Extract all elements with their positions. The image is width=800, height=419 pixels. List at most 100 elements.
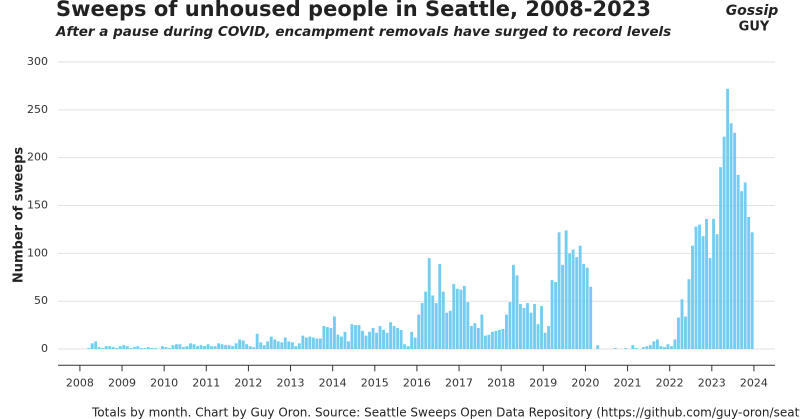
bar [455,288,459,350]
bar [329,327,333,350]
bar [220,344,224,350]
bar [512,264,515,350]
bar [136,346,140,350]
bar [634,348,638,350]
chart-subtitle: After a pause during COVID, encampment r… [55,24,671,40]
x-tick-label: 2015 [361,376,389,389]
bar [729,123,733,350]
bar [111,347,115,350]
bar [318,338,322,350]
bar [192,344,196,350]
bar [578,245,582,350]
bar [726,88,730,350]
bar [185,346,189,350]
footer: Totals by month. Chart by Guy Oron. Sour… [91,406,800,419]
bar [543,332,547,350]
bar [322,326,326,350]
bar [483,335,487,350]
bar [392,326,396,350]
bar [245,344,249,350]
bar [129,348,133,350]
bar [241,340,245,350]
x-tick-label: 2013 [277,376,305,389]
bar [536,324,540,350]
bar [87,348,91,350]
y-tick-label: 0 [41,342,48,355]
x-tick-label: 2009 [108,376,136,389]
bar [396,327,400,350]
bar [722,136,726,350]
bar [505,314,508,350]
x-tick-label: 2018 [487,376,515,389]
bar [375,332,379,350]
bar [571,249,575,350]
bar [122,345,126,350]
bar [508,302,512,350]
bar [557,232,561,350]
bar [750,232,754,350]
bar [203,346,206,350]
bar [125,346,129,350]
bar [150,348,154,350]
bar [304,337,308,350]
bar [655,339,659,350]
bar [146,347,150,350]
bar [648,345,652,350]
bar [438,263,442,350]
bar [325,327,329,350]
bar [740,191,744,350]
y-tick-label: 50 [34,294,48,307]
x-tick-label: 2024 [740,376,768,389]
x-tick-label: 2010 [150,376,178,389]
bar [234,343,238,350]
bar [94,341,98,350]
bar [705,218,708,350]
bar [368,331,371,350]
bar [561,264,565,350]
bar [687,279,691,350]
bar [568,253,572,350]
bar [364,335,368,350]
bar [339,336,343,350]
bar [385,332,389,350]
bar [283,337,287,350]
bar [399,329,403,350]
bar [178,344,182,350]
bar [462,285,466,350]
bar [645,346,649,350]
bar [659,346,663,350]
bar [473,323,477,350]
bar [417,314,421,350]
bar [585,267,589,350]
bar [501,328,505,350]
x-tick-label: 2012 [234,376,262,389]
bar [269,336,273,350]
bar [132,347,136,350]
bar [533,304,536,350]
y-tick-label: 200 [27,151,48,164]
bar [431,295,435,350]
bar [452,283,456,350]
bar [410,331,414,350]
bar [175,344,178,350]
bar [308,336,312,350]
bar [255,333,259,350]
y-tick-label: 250 [27,103,48,116]
bar [315,338,319,350]
bar [101,348,105,350]
bar [519,304,522,350]
bar [389,322,393,350]
bar [652,341,656,350]
bar [171,345,175,350]
bar [736,174,740,350]
bar [266,341,270,350]
bar [701,236,705,350]
bar [378,326,382,350]
bar [427,258,431,350]
bar [662,347,666,350]
bar [343,331,347,350]
bar [413,337,417,350]
bar [280,342,284,350]
bar [550,280,554,350]
x-tick-label: 2023 [698,376,726,389]
